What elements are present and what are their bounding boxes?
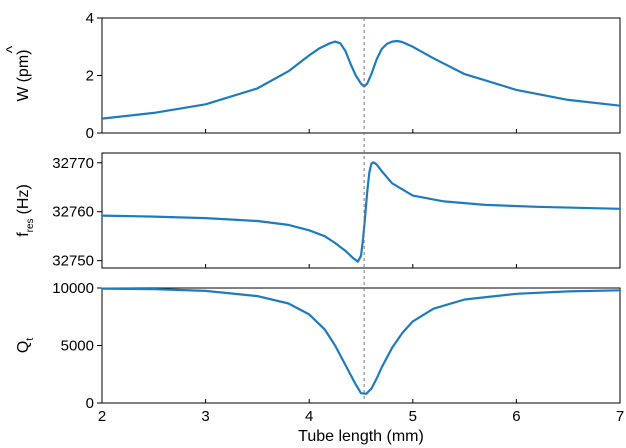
x-tick-label: 2: [98, 408, 106, 425]
axes-frame: [101, 287, 621, 404]
series-line-middle: [100, 161, 622, 263]
y-axis-title-top: W (pm): [15, 50, 32, 102]
x-tick-label: 4: [305, 408, 313, 425]
y-axis-unit: (pm): [15, 50, 32, 83]
y-axis-symbol: Q: [15, 341, 32, 353]
y-tick-label: 4: [86, 10, 94, 27]
y-tick-label: 10000: [52, 280, 94, 297]
y-tick-label: 0: [86, 125, 94, 142]
axes-frame: [101, 17, 621, 134]
y-tick-label: 5000: [61, 338, 94, 355]
y-axis-symbol: W: [15, 86, 32, 102]
panels: 024W(pm)^327503276032770fres(Hz)05000100…: [4, 10, 624, 445]
y-axis-symbol: f: [15, 232, 32, 237]
y-tick-label: 0: [86, 395, 94, 412]
panel-bottom: 0 5000 10000 2 3 4 5 6 7 Qt Tube length (mm): [15, 280, 624, 445]
y-tick-label: 32750: [52, 253, 94, 270]
x-tick-label: 3: [201, 408, 209, 425]
panel-top: 0 2 4 W (pm)^: [4, 10, 622, 142]
x-tick-label: 7: [616, 408, 624, 425]
x-axis-title: Tube length (mm): [298, 428, 424, 445]
y-axis-subscript: res: [25, 218, 36, 232]
y-tick-label: 32770: [52, 155, 94, 172]
axes-frame: [101, 152, 621, 269]
y-axis-unit: (Hz): [15, 184, 32, 214]
y-axis-subscript: t: [25, 338, 36, 341]
y-tick-label: 32760: [52, 204, 94, 221]
y-axis-title-middle: fres (Hz): [15, 184, 36, 237]
x-tick-label: 6: [512, 408, 520, 425]
x-tick-label: 5: [409, 408, 417, 425]
series-line-bottom: [100, 287, 622, 395]
y-axis-hat: ^: [4, 45, 21, 53]
y-axis-title-bottom: Qt: [15, 338, 36, 353]
y-tick-label: 2: [86, 68, 94, 85]
series-line-top: [100, 39, 622, 120]
panel-middle: 32750 32760 32770 fres (Hz): [15, 152, 622, 270]
